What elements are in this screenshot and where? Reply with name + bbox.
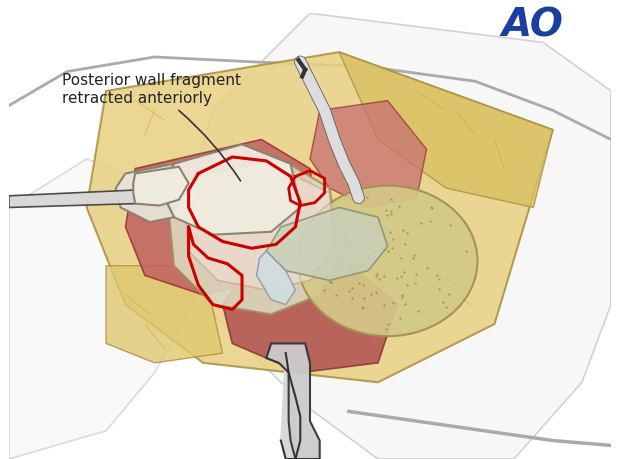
Polygon shape [267,207,388,280]
Polygon shape [133,167,188,206]
Polygon shape [339,52,553,207]
Polygon shape [106,266,223,363]
Polygon shape [9,183,159,207]
Polygon shape [223,256,397,373]
Polygon shape [125,140,320,295]
Ellipse shape [298,185,477,336]
Polygon shape [310,101,427,207]
Polygon shape [257,251,296,305]
Polygon shape [87,52,553,382]
Polygon shape [184,13,611,459]
Polygon shape [267,343,320,459]
Polygon shape [116,164,174,222]
Text: AO: AO [502,6,564,45]
Text: Posterior wall fragment
retracted anteriorly: Posterior wall fragment retracted anteri… [63,73,241,181]
Polygon shape [186,168,334,290]
Polygon shape [9,159,203,459]
Polygon shape [281,353,300,459]
Polygon shape [169,159,339,314]
Polygon shape [159,145,300,235]
